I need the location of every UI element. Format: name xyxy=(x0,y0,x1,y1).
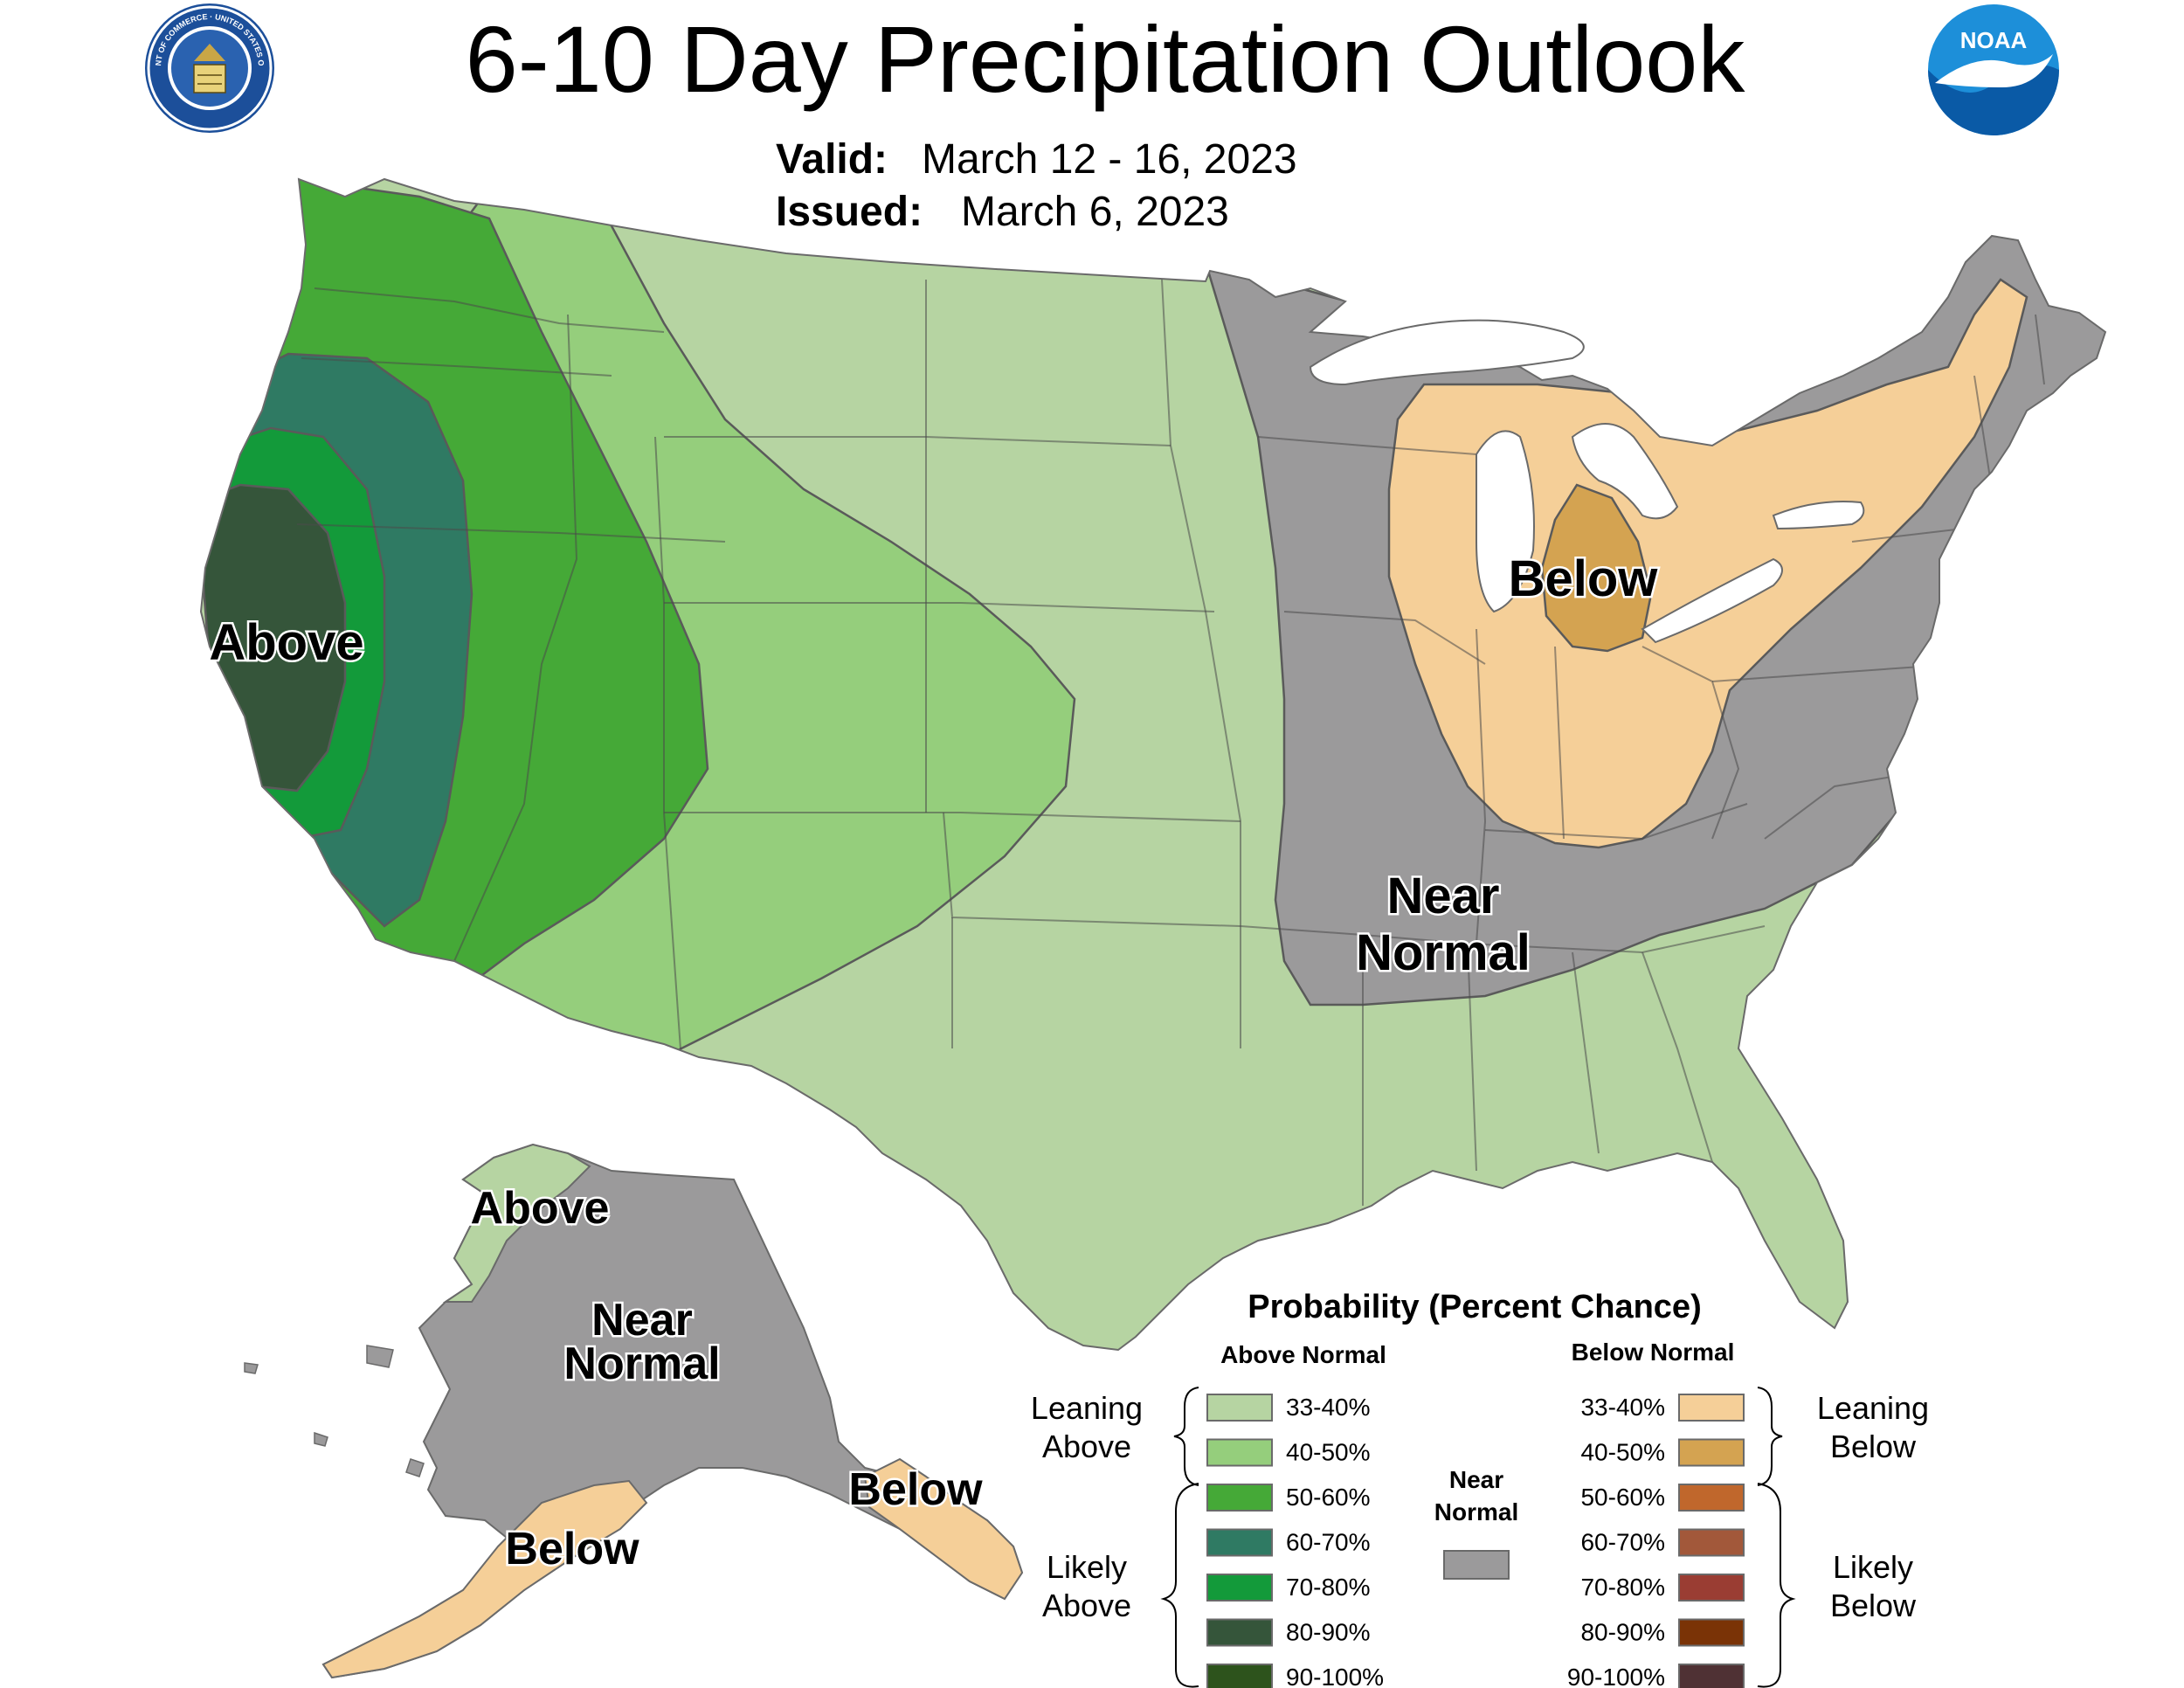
legend-above-percent-label: 40-50% xyxy=(1286,1439,1371,1466)
legend-below-percent-label: 70-80% xyxy=(1580,1574,1665,1601)
legend-above-swatch xyxy=(1206,1438,1273,1467)
legend-above-percent-label: 33-40% xyxy=(1286,1394,1371,1421)
legend-below-swatch xyxy=(1678,1394,1745,1422)
legend-below-swatch xyxy=(1678,1438,1745,1467)
conus-below-40-50-region xyxy=(1540,483,1653,653)
legend-near-normal-swatch xyxy=(1443,1550,1510,1580)
brace-leaning-below xyxy=(1757,1387,1783,1486)
alaska-below-west-region xyxy=(321,1479,648,1679)
legend-braces xyxy=(1160,1387,1796,1688)
legend-above-normal-header: Above Normal xyxy=(1220,1341,1386,1368)
conus-near-normal-label-line2: Normal xyxy=(1356,924,1531,981)
conus-above-label: Above xyxy=(209,614,363,671)
legend-above-rows: 33-40% 40-50% 50-60% 60-70% 70-80% 80-90% 90-1… xyxy=(1206,1394,1384,1688)
legend-below-normal-header: Below Normal xyxy=(1572,1339,1735,1366)
legend-above-percent-label: 80-90% xyxy=(1286,1619,1371,1646)
valid-label: Valid: xyxy=(776,136,888,183)
legend-below-swatch xyxy=(1678,1664,1745,1688)
noaa-logo-icon: NOAA xyxy=(1928,4,2059,135)
legend-near-normal-line2: Normal xyxy=(1434,1498,1518,1525)
legend-below-swatch xyxy=(1678,1618,1745,1647)
lake-michigan xyxy=(1476,430,1535,613)
brace-likely-above xyxy=(1160,1483,1199,1688)
lake-huron xyxy=(1571,423,1679,520)
page-title: 6-10 Day Precipitation Outlook xyxy=(466,6,1746,112)
legend-below-swatch xyxy=(1678,1528,1745,1557)
valid-dates: March 12 - 16, 2023 xyxy=(922,136,1297,183)
legend-leaning-above-line2: Above xyxy=(1042,1429,1131,1464)
lake-superior xyxy=(1309,319,1585,386)
legend-near-normal-line1: Near xyxy=(1449,1466,1503,1493)
issued-label: Issued: xyxy=(776,189,923,235)
commerce-seal-icon: DEPARTMENT OF COMMERCE · UNITED STATES O… xyxy=(0,0,274,133)
legend-above-percent-label: 90-100% xyxy=(1286,1664,1384,1688)
alaska-below-west-label: Below xyxy=(505,1524,639,1574)
alaska-below-east-region xyxy=(863,1457,1024,1601)
alaska-near-normal-label-line2: Normal xyxy=(563,1339,720,1389)
legend-likely-above-line1: Likely xyxy=(1047,1549,1127,1585)
legend-below-percent-label: 50-60% xyxy=(1580,1484,1665,1511)
alaska-map: Above Near Normal Below Below xyxy=(244,1143,1024,1679)
conus-below-label: Below xyxy=(1509,550,1659,607)
legend-above-percent-label: 70-80% xyxy=(1286,1574,1371,1601)
legend-likely-above-line2: Above xyxy=(1042,1588,1131,1623)
conus-below-33-40-region xyxy=(1387,278,2028,849)
great-lakes xyxy=(1309,319,1865,644)
legend-above-swatch xyxy=(1206,1528,1273,1557)
legend-below-percent-label: 90-100% xyxy=(1567,1664,1665,1688)
alaska-islands xyxy=(244,1345,425,1477)
alaska-above-region xyxy=(442,1143,591,1303)
legend-title: Probability (Percent Chance) xyxy=(1248,1289,1701,1325)
brace-likely-below xyxy=(1757,1483,1796,1688)
legend-leaning-below-line2: Below xyxy=(1830,1429,1917,1464)
alaska-below-east-label: Below xyxy=(848,1464,983,1515)
legend-below-percent-label: 80-90% xyxy=(1580,1619,1665,1646)
legend-below-swatch xyxy=(1678,1484,1745,1512)
conus-near-normal-label-line1: Near xyxy=(1387,868,1500,924)
legend-above-percent-label: 60-70% xyxy=(1286,1529,1371,1556)
state-boundaries xyxy=(296,279,2045,1206)
issued-date: March 6, 2023 xyxy=(961,189,1229,235)
alaska-near-normal-region xyxy=(321,1143,1024,1679)
legend-above-swatch xyxy=(1206,1484,1273,1512)
legend-leaning-above-line1: Leaning xyxy=(1031,1390,1143,1426)
legend-above-swatch xyxy=(1206,1574,1273,1602)
legend-leaning-below-line1: Leaning xyxy=(1817,1390,1929,1426)
legend-below-rows: 33-40% 40-50% 50-60% 60-70% 70-80% 80-90% 90-1… xyxy=(1567,1394,1745,1688)
noaa-logo-text: NOAA xyxy=(1960,27,2028,53)
legend: Probability (Percent Chance) Above Norma… xyxy=(1031,1289,1929,1688)
lake-ontario xyxy=(1772,501,1865,530)
alaska-above-label: Above xyxy=(471,1183,610,1234)
conus-map: Above Below Near Normal xyxy=(200,178,2106,1351)
legend-below-percent-label: 40-50% xyxy=(1580,1439,1665,1466)
legend-above-percent-label: 50-60% xyxy=(1286,1484,1371,1511)
legend-likely-below-line2: Below xyxy=(1830,1588,1917,1623)
legend-above-swatch xyxy=(1206,1394,1273,1422)
legend-below-swatch xyxy=(1678,1574,1745,1602)
brace-leaning-above xyxy=(1173,1387,1199,1486)
lake-erie xyxy=(1641,557,1783,644)
alaska-near-normal-label-line1: Near xyxy=(591,1295,693,1346)
legend-above-swatch xyxy=(1206,1618,1273,1647)
legend-above-swatch xyxy=(1206,1664,1273,1688)
legend-likely-below-line1: Likely xyxy=(1833,1549,1913,1585)
legend-below-percent-label: 60-70% xyxy=(1580,1529,1665,1556)
legend-below-percent-label: 33-40% xyxy=(1580,1394,1665,1421)
